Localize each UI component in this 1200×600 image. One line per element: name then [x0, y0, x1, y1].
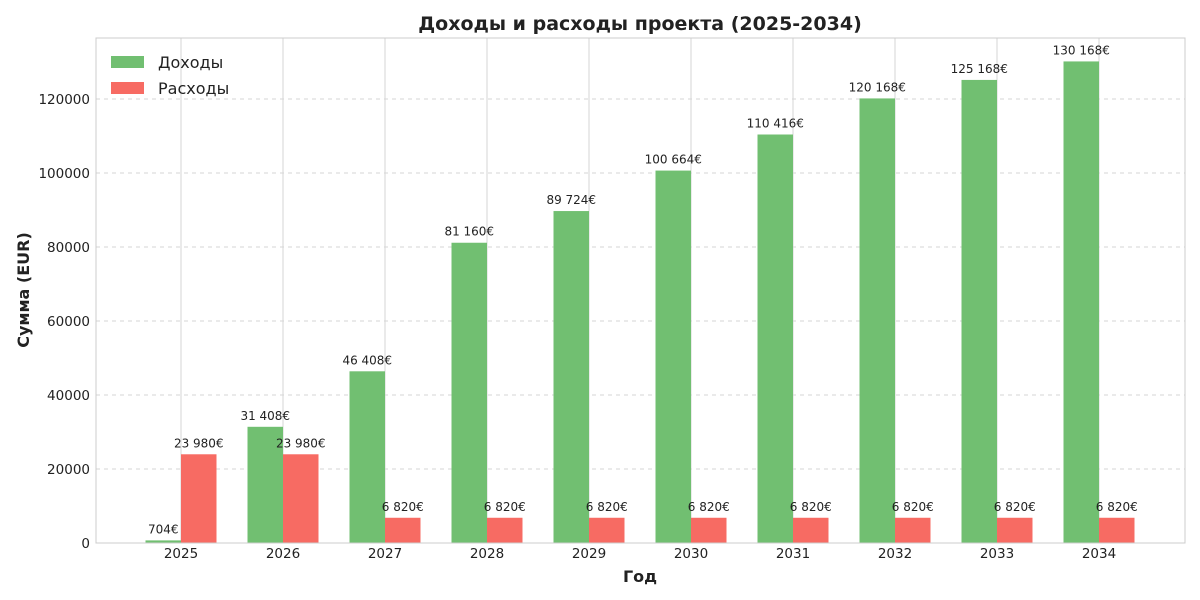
x-tick-label: 2026: [266, 546, 300, 562]
income-data-label: 125 168€: [951, 62, 1008, 76]
expense-data-label: 6 820€: [892, 500, 934, 514]
income-bar: [757, 134, 793, 543]
x-tick-label: 2033: [980, 546, 1014, 562]
income-data-label: 81 160€: [444, 225, 494, 239]
income-data-label: 31 408€: [240, 409, 290, 423]
x-tick-label: 2025: [164, 546, 198, 562]
expense-bar: [895, 517, 931, 543]
plot-frame: [95, 37, 1186, 544]
income-data-label: 46 408€: [342, 353, 392, 367]
income-data-label: 704€: [148, 522, 179, 536]
income-bar: [961, 79, 997, 543]
income-data-label: 100 664€: [645, 153, 702, 167]
y-tick-label: 60000: [47, 314, 90, 330]
y-tick-label: 80000: [47, 240, 90, 256]
expense-bar: [283, 454, 319, 543]
income-bar: [1063, 61, 1099, 543]
income-bar: [655, 170, 691, 543]
expense-bar: [181, 454, 217, 543]
income-data-label: 120 168€: [849, 80, 906, 94]
x-tick-label: 2034: [1082, 546, 1116, 562]
x-tick-label: 2030: [674, 546, 708, 562]
expense-bar: [691, 517, 727, 543]
expense-data-label: 6 820€: [1096, 500, 1138, 514]
x-tick-label: 2029: [572, 546, 606, 562]
y-tick-label: 20000: [47, 462, 90, 478]
y-tick-label: 0: [81, 536, 90, 552]
x-tick-label: 2032: [878, 546, 912, 562]
expense-bar: [793, 517, 829, 543]
ticks-layer: 0 20000 40000 60000 80000 100000 120000 2025 202…: [38, 92, 1116, 562]
chart-title: Доходы и расходы проекта (2025-2034): [418, 13, 862, 35]
expense-data-label: 6 820€: [994, 500, 1036, 514]
y-tick-label: 100000: [38, 166, 90, 182]
y-tick-label: 40000: [47, 388, 90, 404]
x-tick-label: 2027: [368, 546, 402, 562]
income-bar: [247, 426, 283, 543]
expense-data-label: 6 820€: [790, 500, 832, 514]
expense-bar: [385, 517, 421, 543]
x-tick-label: 2028: [470, 546, 504, 562]
income-bar: [145, 540, 181, 543]
expense-data-label: 6 820€: [484, 500, 526, 514]
x-axis-label: Год: [623, 567, 657, 586]
income-bar: [451, 242, 487, 543]
legend: Доходы Расходы: [111, 53, 229, 98]
expense-bar: [589, 517, 625, 543]
income-data-label: 130 168€: [1053, 43, 1110, 57]
expense-bar: [487, 517, 523, 543]
expense-data-label: 23 980€: [174, 436, 224, 450]
legend-label-expenses: Расходы: [158, 79, 229, 98]
y-axis-label: Сумма (EUR): [14, 232, 33, 348]
income-bar: [553, 211, 589, 543]
income-bar: [349, 371, 385, 543]
income-bar: [859, 98, 895, 543]
expense-data-label: 6 820€: [586, 500, 628, 514]
y-tick-label: 120000: [38, 92, 90, 108]
income-data-label: 89 724€: [546, 193, 596, 207]
expense-data-label: 6 820€: [688, 500, 730, 514]
bars-layer: [145, 61, 1135, 543]
legend-label-income: Доходы: [158, 53, 223, 72]
income-data-label: 110 416€: [747, 117, 804, 131]
legend-swatch-income: [111, 56, 144, 68]
legend-swatch-expenses: [111, 82, 144, 94]
x-tick-label: 2031: [776, 546, 810, 562]
expense-bar: [1099, 517, 1135, 543]
data-labels-layer: 704€ 31 408€ 46 408€ 81 160€ 89 724€ 100 664€…: [148, 43, 1138, 536]
expense-bar: [997, 517, 1033, 543]
expense-data-label: 23 980€: [276, 436, 326, 450]
expense-data-label: 6 820€: [382, 500, 424, 514]
